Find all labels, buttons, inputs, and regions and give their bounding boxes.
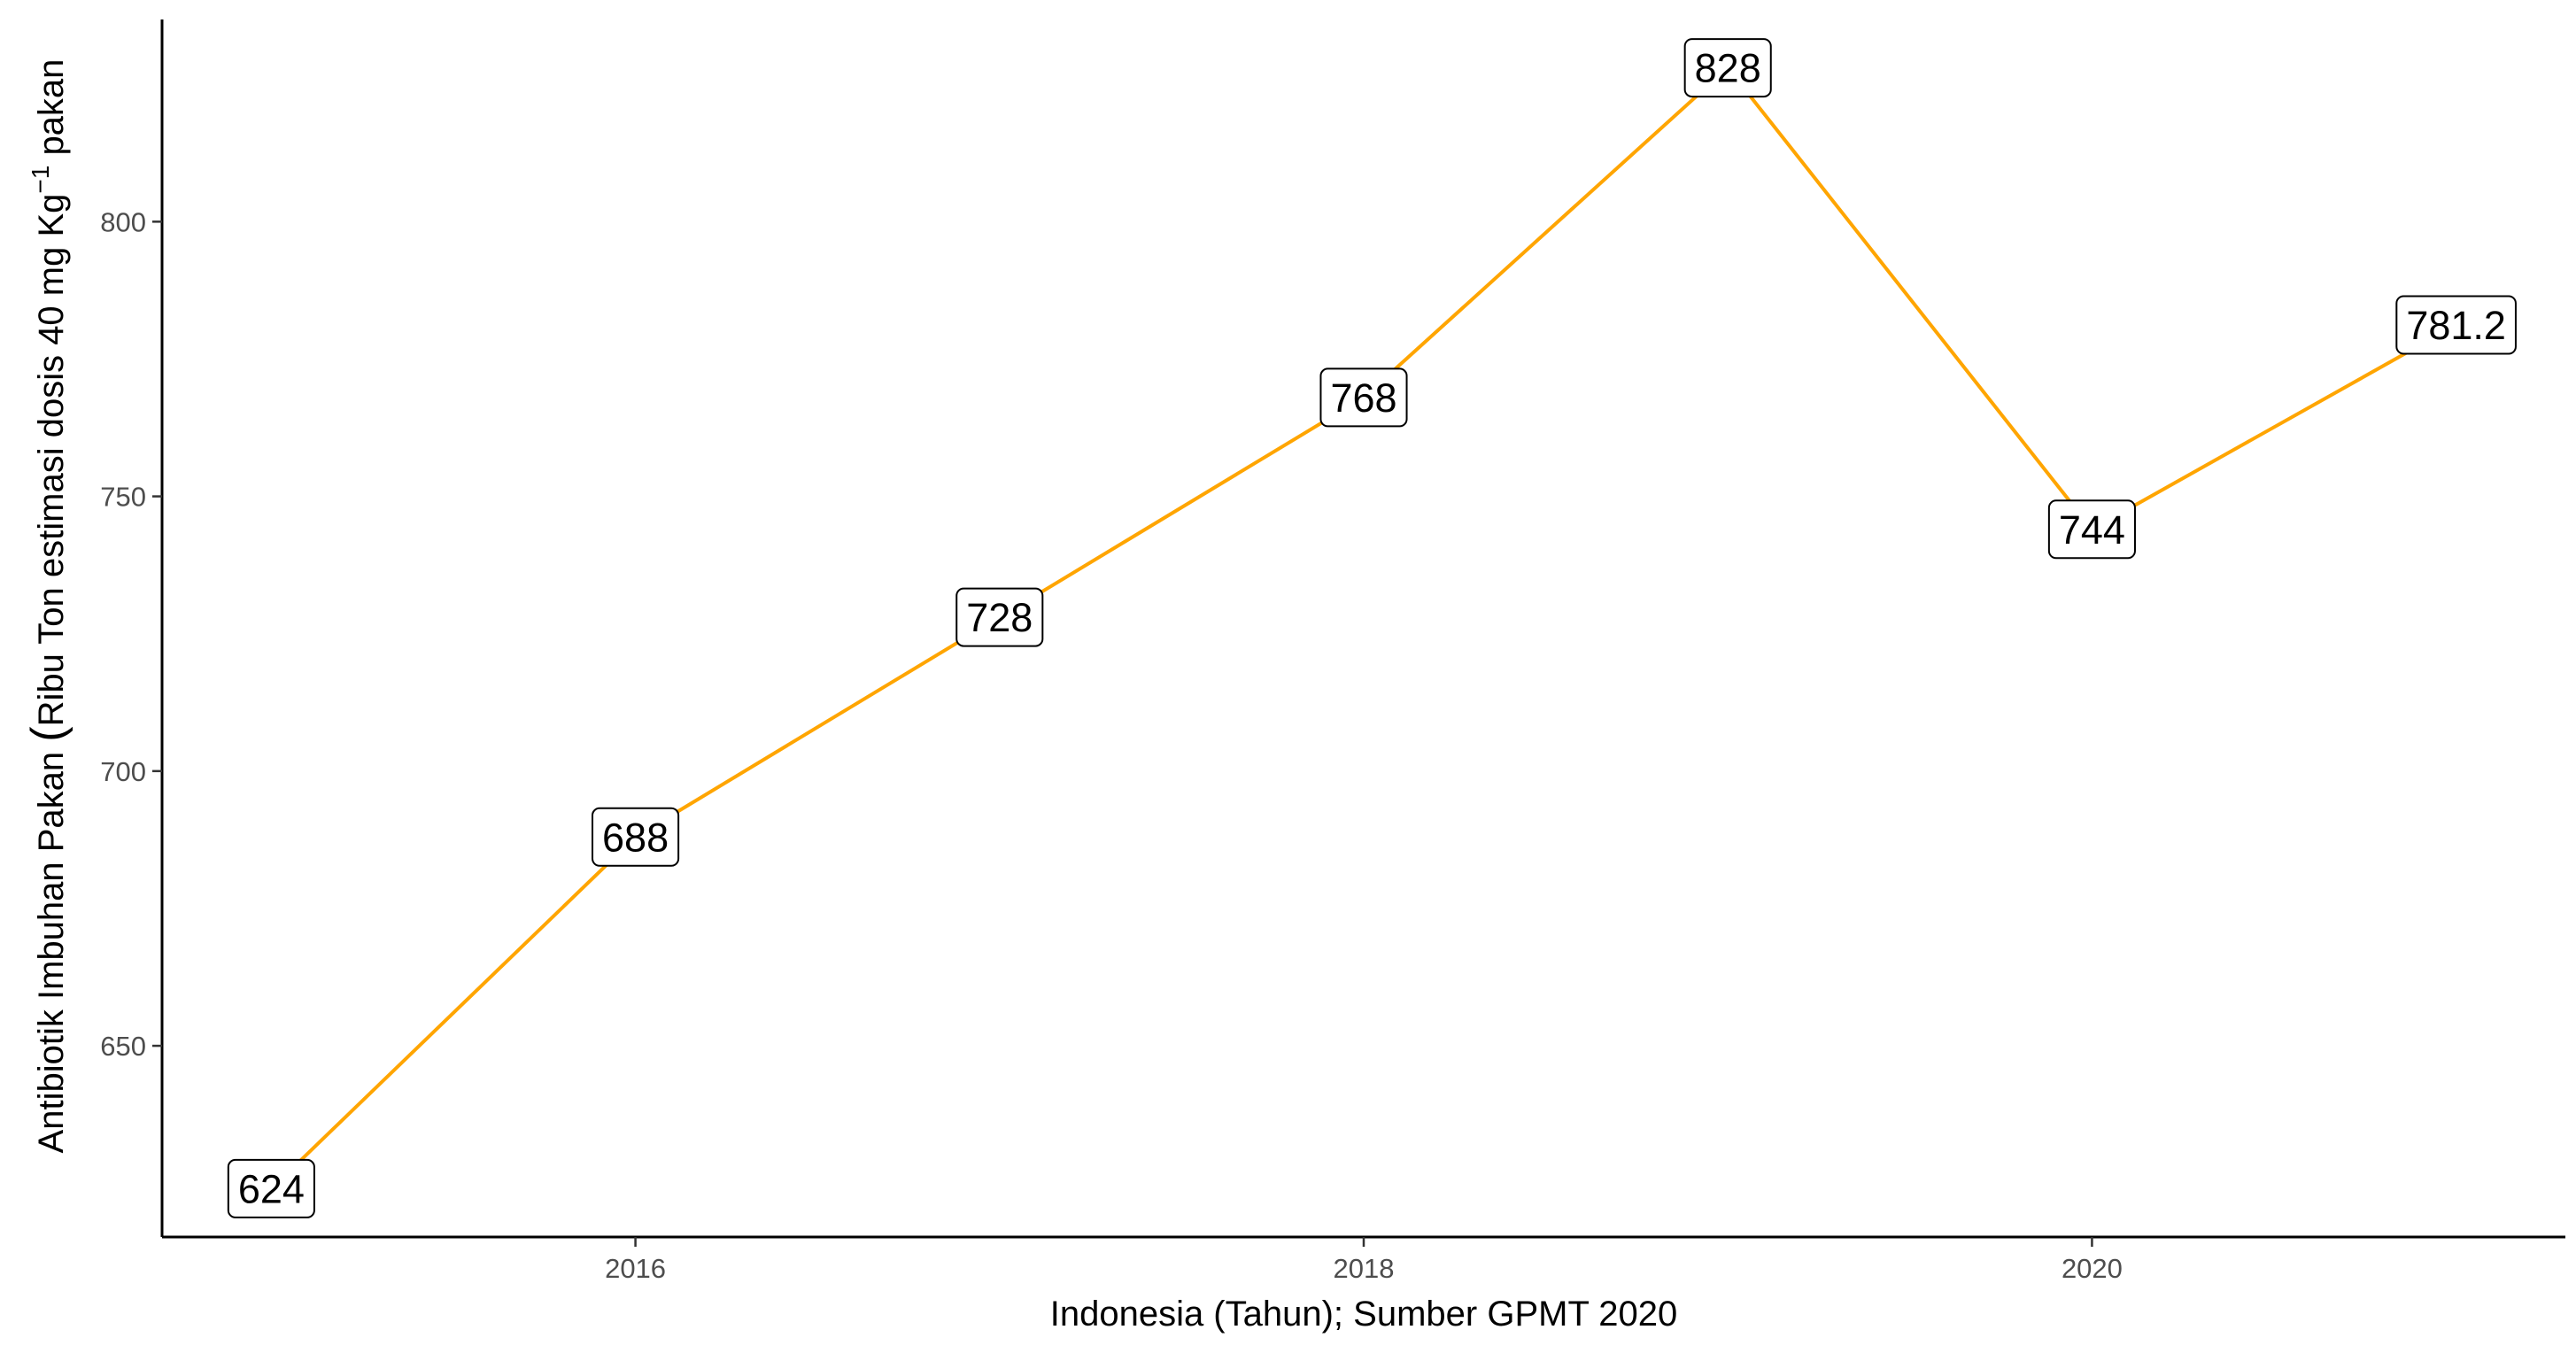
data-label-text: 781.2 bbox=[2406, 303, 2506, 348]
data-label: 828 bbox=[1683, 38, 1772, 98]
axis-titles: Indonesia (Tahun); Sumber GPMT 2020 Anti… bbox=[22, 59, 1677, 1334]
data-label-box bbox=[1683, 38, 1772, 98]
x-tick-label: 2016 bbox=[605, 1253, 666, 1284]
y-tick-label: 750 bbox=[100, 482, 146, 513]
data-label: 728 bbox=[955, 587, 1044, 647]
y-tick-label: 800 bbox=[100, 206, 146, 237]
data-label: 688 bbox=[592, 807, 680, 867]
series-line bbox=[270, 66, 2457, 1190]
series-line-group bbox=[270, 66, 2457, 1190]
y-axis-title-paren: ( bbox=[22, 726, 73, 742]
y-axis-title-prefix: Antibiotik Imbuhan Pakan bbox=[32, 742, 71, 1154]
data-label-text: 624 bbox=[238, 1166, 305, 1211]
data-label-text: 768 bbox=[1330, 375, 1396, 421]
data-label-box bbox=[2047, 499, 2136, 560]
y-axis-title-suffix: pakan bbox=[32, 59, 71, 166]
axes: 650 700 750 800 2016 2018 2020 bbox=[100, 19, 2565, 1284]
data-label-box bbox=[2395, 295, 2517, 355]
data-label: 781.2 bbox=[2395, 295, 2517, 355]
data-label-group: 624 688 728 768 828 744 781.2 bbox=[227, 38, 2517, 1218]
data-label: 744 bbox=[2047, 499, 2136, 560]
x-axis-title: Indonesia (Tahun); Sumber GPMT 2020 bbox=[1050, 1295, 1678, 1334]
y-axis-title-body: Ribu Ton estimasi dosis 40 mg Kg bbox=[32, 194, 71, 727]
data-label-text: 828 bbox=[1695, 46, 1761, 91]
data-label-text: 728 bbox=[966, 595, 1033, 640]
data-label-box bbox=[227, 1158, 315, 1218]
x-tick-label: 2018 bbox=[1334, 1253, 1395, 1284]
y-axis-title: Antibiotik Imbuhan Pakan (Ribu Ton estim… bbox=[22, 59, 73, 1154]
data-label: 768 bbox=[1319, 367, 1408, 428]
y-axis-title-superscript: −1 bbox=[27, 166, 54, 194]
data-label: 624 bbox=[227, 1158, 315, 1218]
data-label-box bbox=[1319, 367, 1408, 428]
y-tick-label: 700 bbox=[100, 756, 146, 787]
data-label-box bbox=[592, 807, 680, 867]
y-tick-label: 650 bbox=[100, 1031, 146, 1062]
x-tick-label: 2020 bbox=[2062, 1253, 2123, 1284]
data-label-text: 688 bbox=[602, 815, 669, 860]
data-label-text: 744 bbox=[2059, 507, 2125, 553]
data-label-box bbox=[955, 587, 1044, 647]
